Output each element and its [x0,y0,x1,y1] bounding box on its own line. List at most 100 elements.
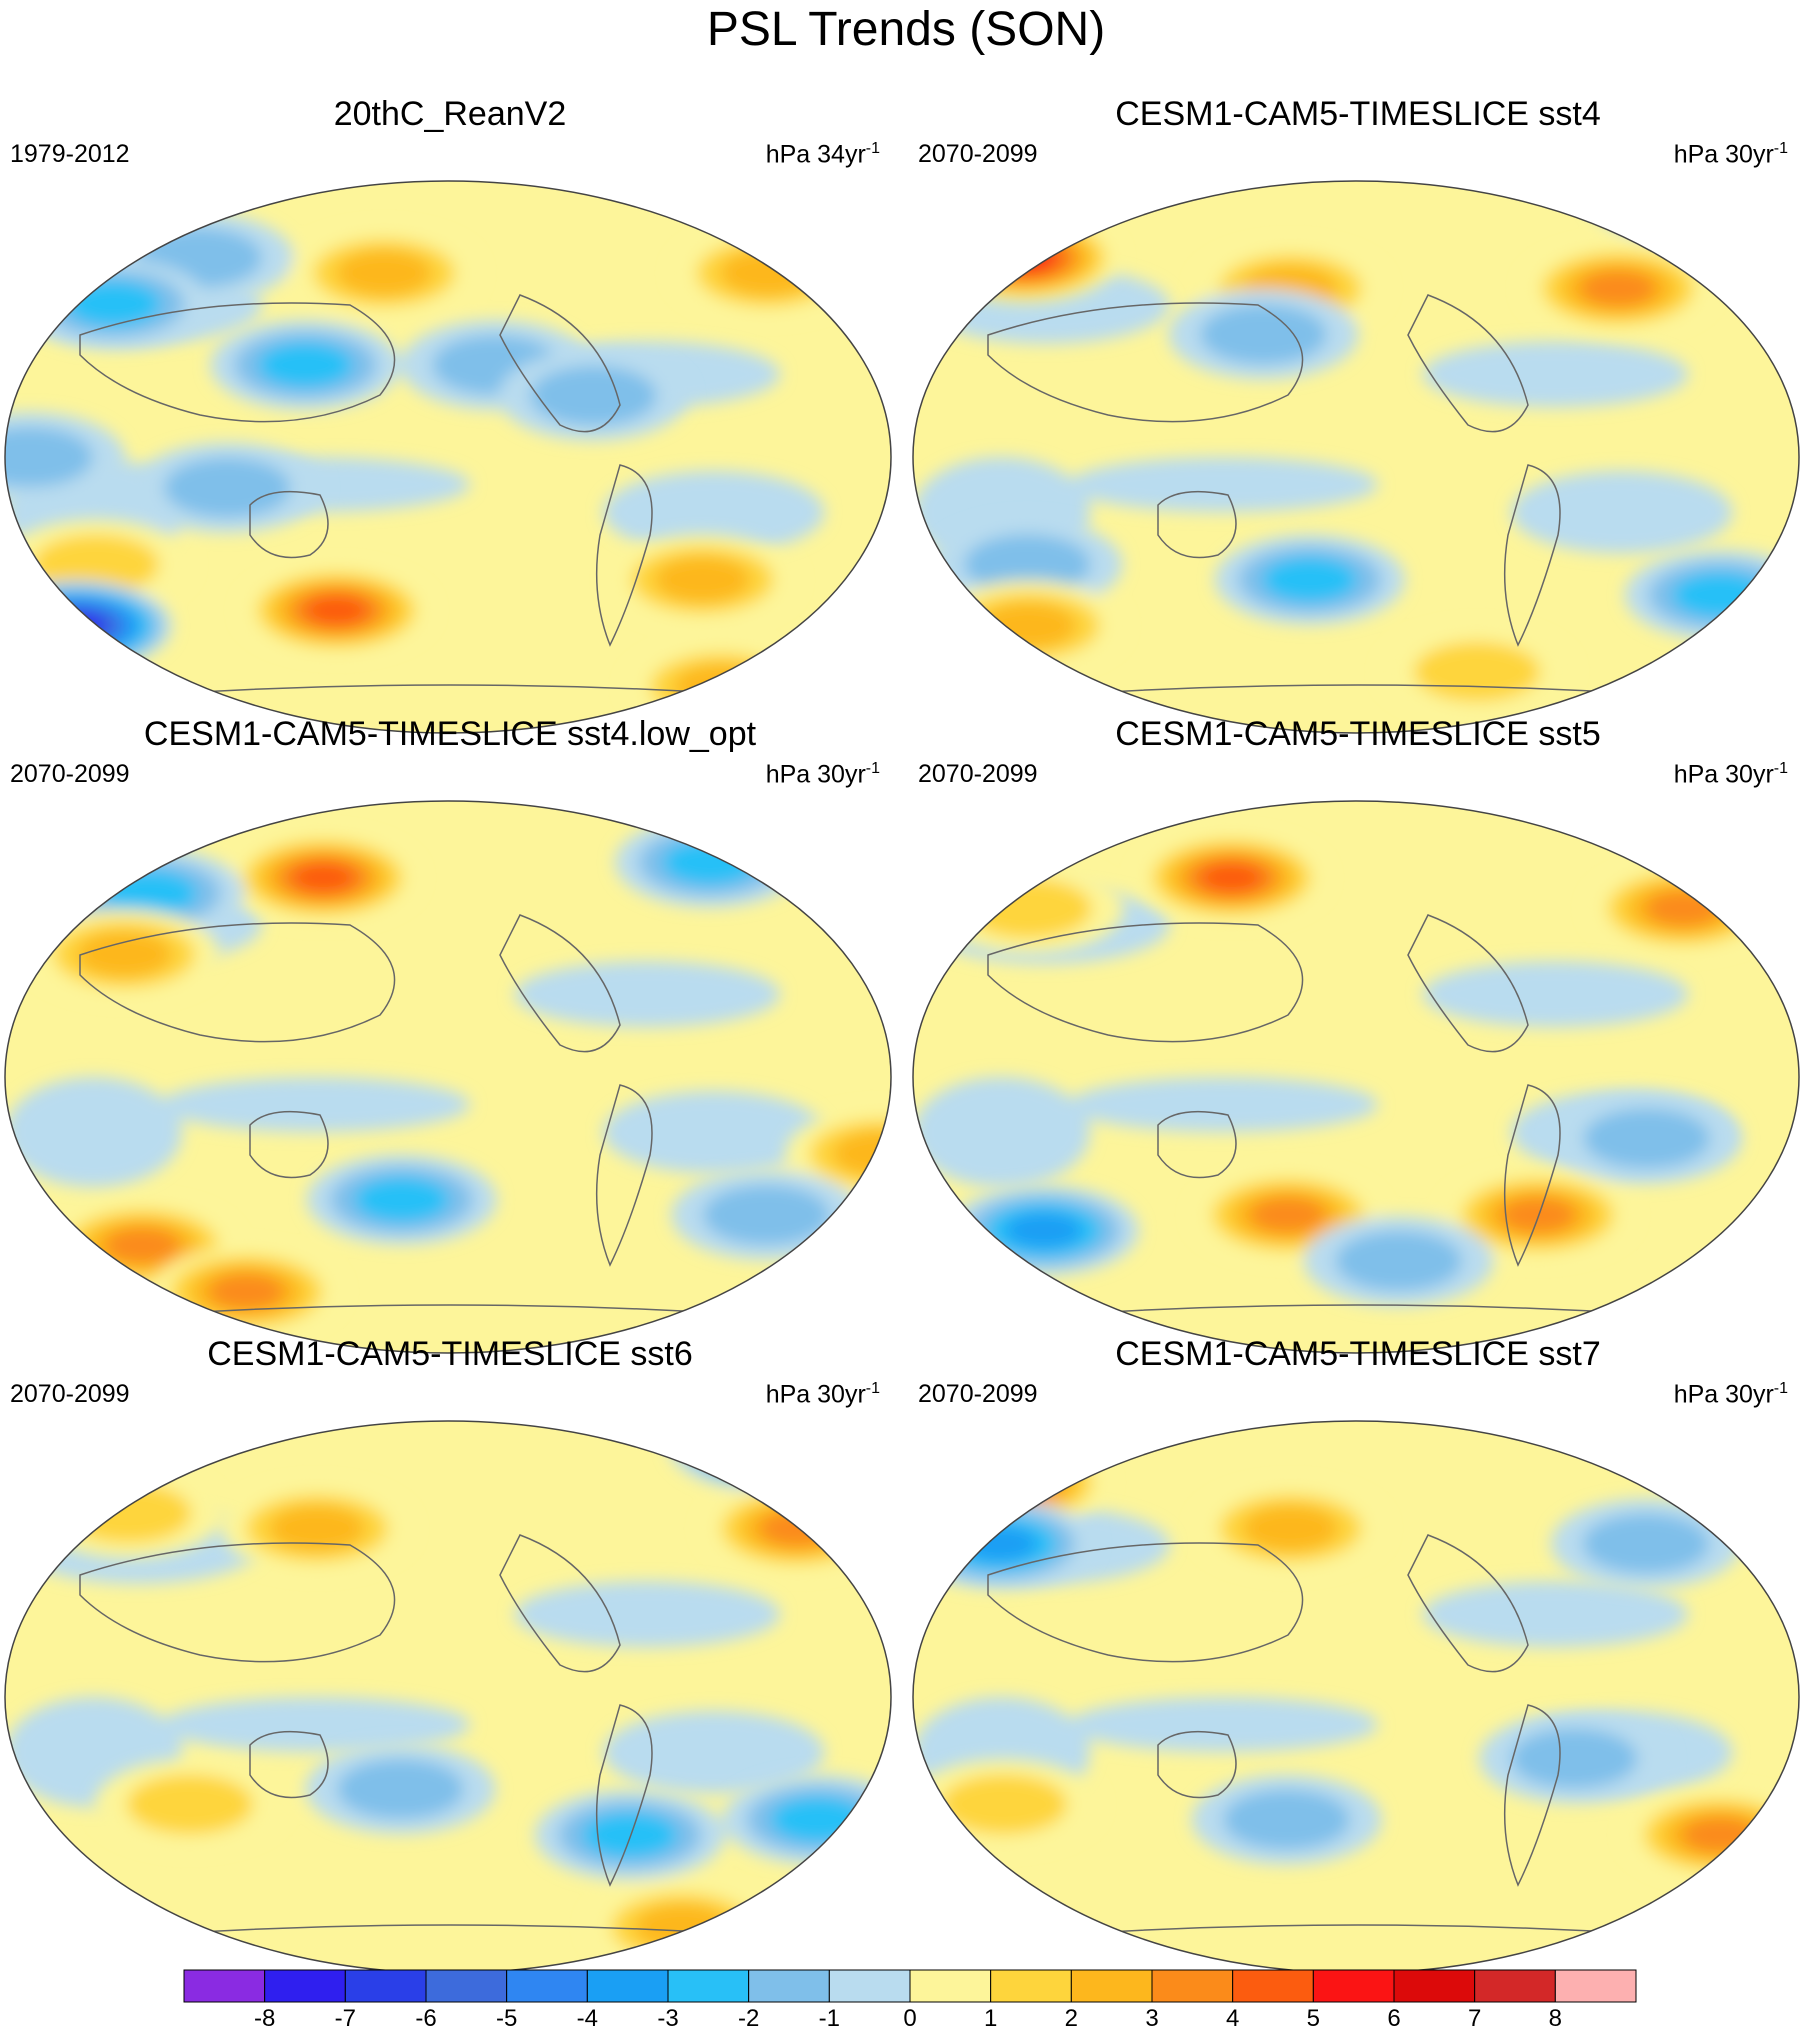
units-label: hPa 30yr-1 [1674,140,1788,169]
positive-anomaly-level-3 [949,1452,1077,1513]
map [4,800,892,1354]
units-label: hPa 30yr-1 [766,1380,880,1409]
positive-anomaly-level-3 [76,931,172,977]
panel-title: CESM1-CAM5-TIMESLICE sst4 [1115,95,1601,133]
coastline-3 [499,1534,621,1673]
period-label: 2070-2099 [918,140,1038,168]
colorbar-swatch [1312,1969,1395,2003]
coastline-2 [595,464,653,647]
map-panel-6: CESM1-CAM5-TIMESLICE sst7 2070-2099 hPa 30… [908,1335,1808,1974]
negative-anomaly-level-3 [662,839,758,885]
positive-anomaly-level-5 [981,1467,1045,1498]
units-label: hPa 30yr-1 [1674,760,1788,789]
negative-anomaly-level-4 [1628,181,1737,223]
coastline-2 [595,1704,653,1887]
negative-anomaly-level-2 [1335,1231,1462,1291]
panel-title: CESM1-CAM5-TIMESLICE sst6 [207,1335,693,1373]
units-base: hPa 30yr [1673,1380,1774,1409]
negative-anomaly-level-3 [102,870,198,916]
negative-anomaly-level-2 [1601,181,1765,235]
negative-anomaly-level-3 [700,1421,828,1476]
coastline-3 [1407,1534,1529,1673]
map-background [5,1421,891,1973]
positive-anomaly-level-2 [934,1444,1093,1520]
colorbar-tick-label: -7 [334,2005,356,2032]
negative-anomaly-level-4 [1005,1212,1082,1249]
coastline-2 [1503,464,1561,647]
map-border [4,180,892,734]
map [912,800,1800,1354]
positive-anomaly-level-5 [291,862,356,893]
negative-anomaly-level-5 [732,1430,796,1461]
units-base: hPa 30yr [1673,140,1774,169]
positive-anomaly-level-5 [1199,862,1264,893]
neutral-band [514,1581,781,1648]
coastline-4 [79,1542,396,1663]
colorbar-tick-label: 2 [1064,2005,1078,2032]
colorbar-swatch [1232,1969,1314,2003]
map-panel-3: CESM1-CAM5-TIMESLICE sst4.low_opt 2070-20… [0,715,900,1354]
coastline-1 [249,490,329,559]
negative-anomaly-level-2 [530,365,657,426]
coastline-5 [1057,684,1659,696]
negative-anomaly-level-7 [45,610,109,641]
negative-anomaly-level-2 [964,534,1091,595]
negative-anomaly-level-2 [337,1759,464,1819]
neutral-band [603,470,825,554]
negative-anomaly-level-3 [257,342,353,388]
units-exponent: -1 [1773,140,1788,157]
coastline-3 [1407,914,1529,1053]
colorbar-swatch [1393,1969,1476,2003]
positive-anomaly-level-3 [720,250,816,296]
colorbar-tick-label: 8 [1548,2005,1562,2032]
positive-anomaly-level-2 [940,1774,1068,1835]
neutral-band [1422,1581,1689,1648]
coastline-3 [1407,294,1529,433]
colorbar-tick-label: 4 [1225,2005,1240,2032]
negative-anomaly-level-3 [1262,557,1358,603]
map-panel-2: CESM1-CAM5-TIMESLICE sst4 2070-2099 hPa 30… [908,95,1808,734]
colorbar-swatch [425,1969,508,2003]
negative-anomaly-level-3 [354,1177,450,1223]
units-label: hPa 34yr-1 [766,140,880,169]
neutral-band [913,1077,1091,1188]
figure-title: PSL Trends (SON) [706,3,1106,56]
negative-anomaly-level-2 [1223,1789,1350,1850]
coastline-5 [149,1304,751,1316]
coastline-4 [987,1542,1304,1663]
negative-anomaly-level-2 [702,1185,830,1245]
map [4,180,892,734]
units-exponent: -1 [865,140,880,157]
colorbar-tick-label: -2 [737,2005,760,2032]
map-panel-4: CESM1-CAM5-TIMESLICE sst5 2070-2099 hPa 30… [908,715,1808,1354]
colorbar-swatch [1151,1969,1234,2003]
colorbar-tick-label: 3 [1145,2005,1159,2032]
map-background [5,801,891,1353]
positive-anomaly-level-2 [126,1774,254,1835]
colorbar-tick-label: -6 [415,2005,437,2032]
coastline-5 [149,684,751,696]
units-base: hPa 30yr [765,760,866,789]
map [912,180,1800,734]
colorbar-tick-label: 6 [1387,2005,1401,2032]
coastline-3 [499,914,621,1053]
units-label: hPa 30yr-1 [766,760,880,789]
positive-anomaly-level-2 [32,534,160,595]
map-border [4,800,892,1354]
positive-anomaly-level-3 [1243,1505,1339,1551]
coastline-3 [499,294,621,433]
coastline-5 [149,1924,751,1936]
neutral-band [160,1077,471,1133]
period-label: 2070-2099 [918,760,1038,788]
neutral-band [160,1697,471,1753]
units-exponent: -1 [865,1380,880,1397]
colorbar-tick-label: -4 [576,2005,598,2032]
neutral-band [603,1710,825,1794]
negative-anomaly-level-3 [1614,181,1751,229]
neutral-band [1511,470,1733,554]
positive-anomaly-level-2 [650,653,793,721]
units-exponent: -1 [1773,1380,1788,1397]
neutral-band [1422,341,1689,408]
units-base: hPa 30yr [765,1380,866,1409]
neutral-band [514,961,781,1028]
